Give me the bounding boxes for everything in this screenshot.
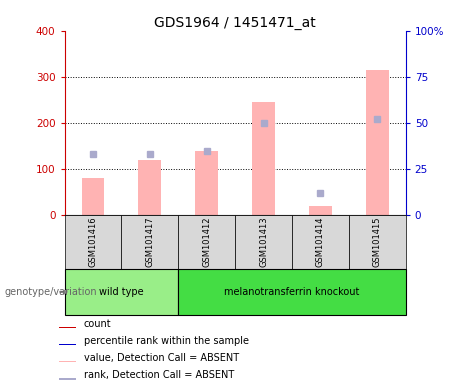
- Text: GSM101416: GSM101416: [89, 217, 97, 267]
- Text: GSM101414: GSM101414: [316, 217, 325, 267]
- Bar: [366, 70, 389, 215]
- Bar: [349, 215, 406, 269]
- Bar: [235, 215, 292, 269]
- Text: percentile rank within the sample: percentile rank within the sample: [84, 336, 249, 346]
- Bar: [309, 206, 332, 215]
- Bar: [195, 151, 218, 215]
- Text: rank, Detection Call = ABSENT: rank, Detection Call = ABSENT: [84, 370, 234, 381]
- Text: genotype/variation: genotype/variation: [5, 287, 97, 297]
- Bar: [138, 160, 161, 215]
- Bar: [82, 178, 104, 215]
- Text: GSM101417: GSM101417: [145, 217, 154, 267]
- Text: GSM101415: GSM101415: [373, 217, 382, 267]
- Bar: [121, 215, 178, 269]
- Bar: [178, 269, 406, 315]
- Text: GSM101412: GSM101412: [202, 217, 211, 267]
- Bar: [65, 269, 178, 315]
- Text: value, Detection Call = ABSENT: value, Detection Call = ABSENT: [84, 353, 239, 363]
- Text: count: count: [84, 318, 112, 329]
- Bar: [292, 215, 349, 269]
- Bar: [65, 215, 121, 269]
- Bar: [59, 361, 76, 362]
- Bar: [178, 215, 235, 269]
- Bar: [59, 327, 76, 328]
- Bar: [59, 344, 76, 345]
- Text: wild type: wild type: [99, 287, 144, 297]
- Text: GSM101413: GSM101413: [259, 217, 268, 267]
- Text: melanotransferrin knockout: melanotransferrin knockout: [225, 287, 360, 297]
- Title: GDS1964 / 1451471_at: GDS1964 / 1451471_at: [154, 16, 316, 30]
- Bar: [252, 102, 275, 215]
